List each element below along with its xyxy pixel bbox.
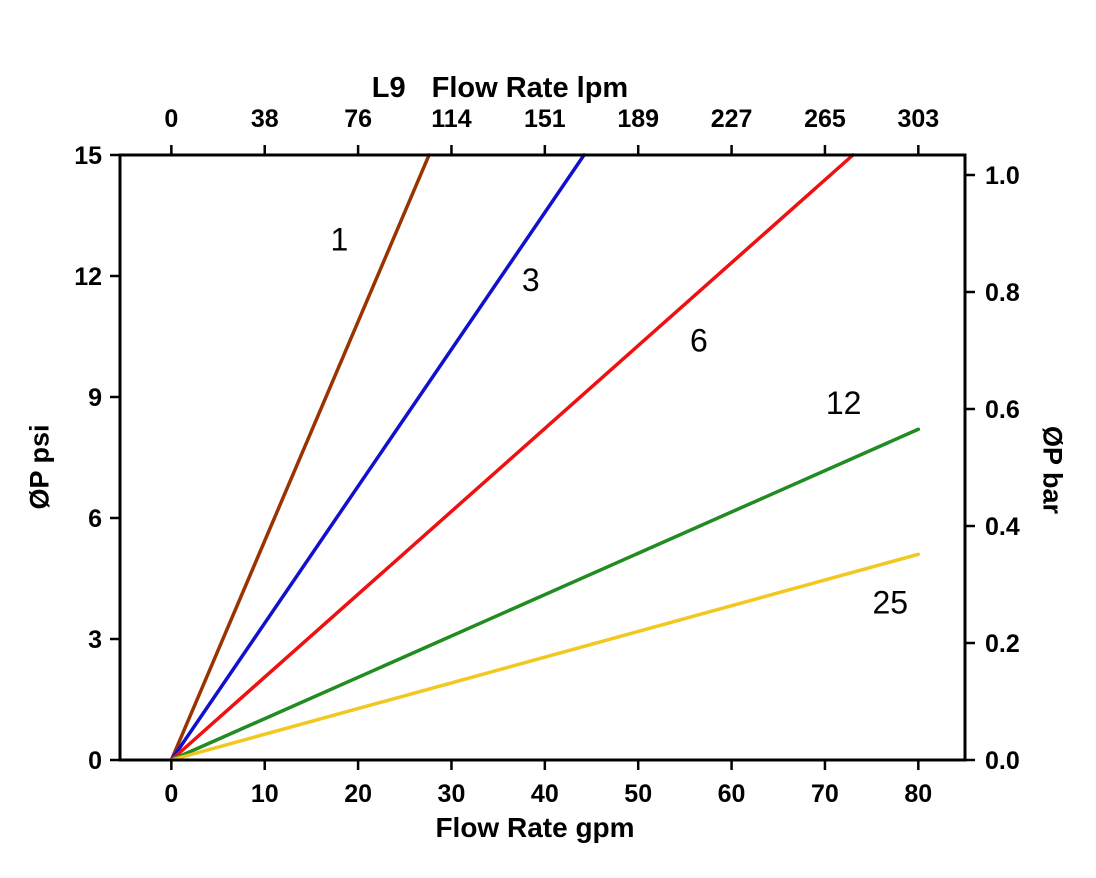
- bottom-tick-label: 50: [624, 780, 652, 808]
- top-tick-label: 114: [431, 105, 471, 133]
- series-label-6: 6: [690, 323, 708, 359]
- right-tick-label: 1.0: [985, 162, 1020, 190]
- left-tick-label: 0: [88, 747, 102, 775]
- left-tick-label: 15: [74, 142, 102, 170]
- bottom-tick-label: 40: [531, 780, 559, 808]
- left-tick-label: 9: [88, 384, 102, 412]
- chart-model-label: L9: [371, 72, 406, 104]
- right-tick-label: 0.2: [985, 630, 1020, 658]
- top-axis-title: Flow Rate lpm: [431, 72, 629, 104]
- series-label-25: 25: [873, 585, 909, 621]
- right-tick-label: 0.8: [985, 279, 1020, 307]
- series-line-12: [169, 427, 921, 762]
- chart-title: L9 Flow Rate lpm: [120, 72, 880, 105]
- left-tick-label: 12: [74, 263, 102, 291]
- top-tick-label: 189: [617, 105, 659, 133]
- bottom-tick-label: 70: [811, 780, 839, 808]
- bottom-axis-title: Flow Rate gpm: [435, 812, 635, 843]
- right-tick-label: 0.0: [985, 747, 1020, 775]
- top-tick-label: 265: [804, 105, 846, 133]
- series-line-1: [169, 153, 431, 762]
- left-tick-label: 3: [88, 626, 102, 654]
- top-tick-label: 303: [897, 105, 939, 133]
- bottom-tick-label: 80: [904, 780, 932, 808]
- series-label-1: 1: [331, 222, 349, 258]
- right-tick-label: 0.4: [985, 513, 1020, 541]
- left-tick-label: 6: [88, 505, 102, 533]
- bottom-tick-label: 20: [344, 780, 372, 808]
- series-line-25: [169, 552, 921, 762]
- top-tick-label: 38: [251, 105, 279, 133]
- series-line-6: [169, 153, 855, 762]
- bottom-tick-label: 60: [718, 780, 746, 808]
- top-tick-label: 151: [524, 105, 566, 133]
- series-line-3: [169, 153, 586, 762]
- right-tick-label: 0.6: [985, 396, 1020, 424]
- top-tick-label: 0: [164, 105, 178, 133]
- bottom-tick-label: 0: [164, 780, 178, 808]
- top-tick-label: 227: [711, 105, 753, 133]
- top-tick-label: 76: [344, 105, 372, 133]
- series-label-3: 3: [522, 262, 540, 298]
- bottom-tick-label: 30: [438, 780, 466, 808]
- plot-border: [118, 153, 967, 762]
- series-label-12: 12: [826, 385, 862, 421]
- bottom-tick-label: 10: [251, 780, 279, 808]
